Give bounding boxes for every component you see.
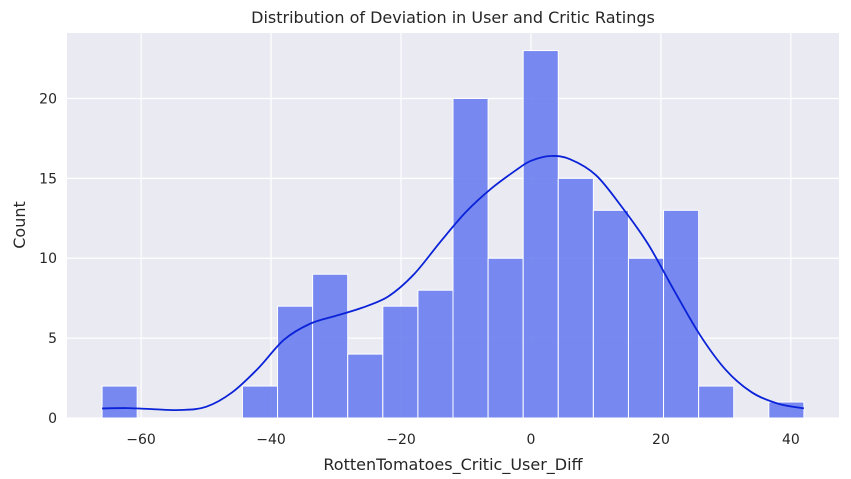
y-tick-label: 10	[39, 251, 57, 267]
histogram-bar	[312, 273, 349, 419]
y-tick-label: 15	[39, 171, 57, 187]
y-tick-label: 5	[48, 331, 57, 347]
histogram-bar	[487, 257, 524, 419]
histogram-bar	[592, 209, 629, 419]
histogram-bar	[277, 305, 314, 419]
x-tick-label: 40	[782, 432, 800, 448]
y-tick-label: 0	[48, 411, 57, 427]
histogram-bar	[241, 385, 279, 419]
x-axis-label: RottenTomatoes_Critic_User_Diff	[323, 455, 583, 475]
x-tick-label: −40	[256, 432, 286, 448]
histogram-bar	[382, 305, 419, 419]
histogram-bar	[557, 177, 594, 419]
x-tick-labels: −60 −40 −20 0 20 40	[126, 432, 800, 448]
x-tick-label: −60	[126, 432, 156, 448]
y-axis-label: Count	[10, 201, 29, 249]
y-tick-label: 20	[39, 91, 57, 107]
histogram-bar	[627, 257, 665, 419]
histogram-bar	[522, 50, 559, 419]
x-tick-label: 0	[527, 432, 536, 448]
chart-title: Distribution of Deviation in User and Cr…	[251, 8, 655, 27]
histogram-bar	[101, 385, 138, 419]
histogram-bar	[768, 401, 805, 419]
histogram-bar	[417, 289, 454, 419]
x-tick-label: 20	[652, 432, 670, 448]
histogram-bar	[347, 353, 384, 419]
x-tick-label: −20	[386, 432, 416, 448]
histogram-bar	[698, 385, 735, 419]
histogram-bar	[663, 209, 700, 419]
kde-curve	[102, 155, 805, 412]
histogram-bar	[452, 97, 489, 419]
y-tick-labels: 0 5 10 15 20	[39, 91, 57, 427]
histogram-bars	[101, 50, 805, 419]
